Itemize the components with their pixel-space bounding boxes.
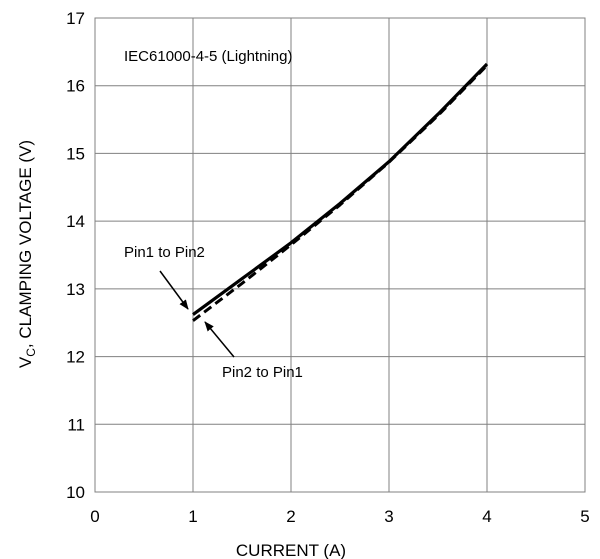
pin1-to-pin2-arrow bbox=[159, 270, 189, 310]
series-line-pin1-to-pin2 bbox=[192, 62, 489, 316]
series-layer bbox=[192, 62, 489, 322]
x-tick-label: 4 bbox=[482, 507, 491, 526]
x-tick-label: 3 bbox=[384, 507, 393, 526]
x-axis-ticks: 0 1 2 3 4 5 bbox=[90, 507, 589, 526]
y-tick-label: 14 bbox=[66, 212, 85, 231]
pin1-to-pin2-label: Pin1 to Pin2 bbox=[124, 244, 205, 261]
pin2-to-pin1-arrow bbox=[204, 321, 235, 358]
y-axis-title: VC, CLAMPING VOLTAGE (V) bbox=[16, 140, 38, 368]
plot-area-frame bbox=[94, 17, 586, 493]
y-axis-ticks: 10 11 12 13 14 15 16 17 bbox=[66, 9, 85, 502]
x-tick-label: 2 bbox=[286, 507, 295, 526]
y-axis-title-subscript: C bbox=[24, 348, 38, 357]
x-axis-title: CURRENT (A) bbox=[236, 541, 346, 559]
y-axis-title-rest: , CLAMPING VOLTAGE (V) bbox=[16, 140, 35, 348]
series-line-pin2-to-pin1 bbox=[192, 64, 489, 322]
y-tick-label: 17 bbox=[66, 9, 85, 28]
pin2-to-pin1-label: Pin2 to Pin1 bbox=[222, 364, 303, 381]
y-tick-label: 16 bbox=[66, 77, 85, 96]
y-tick-label: 15 bbox=[66, 144, 85, 163]
y-tick-label: 12 bbox=[66, 348, 85, 367]
y-tick-label: 10 bbox=[66, 483, 85, 502]
x-tick-label: 5 bbox=[580, 507, 589, 526]
condition-label: IEC61000-4-5 (Lightning) bbox=[124, 48, 292, 65]
x-tick-label: 0 bbox=[90, 507, 99, 526]
y-tick-label: 11 bbox=[67, 415, 85, 434]
y-tick-label: 13 bbox=[66, 280, 85, 299]
y-axis-title-prefix: V bbox=[16, 356, 35, 368]
x-tick-label: 1 bbox=[188, 507, 197, 526]
